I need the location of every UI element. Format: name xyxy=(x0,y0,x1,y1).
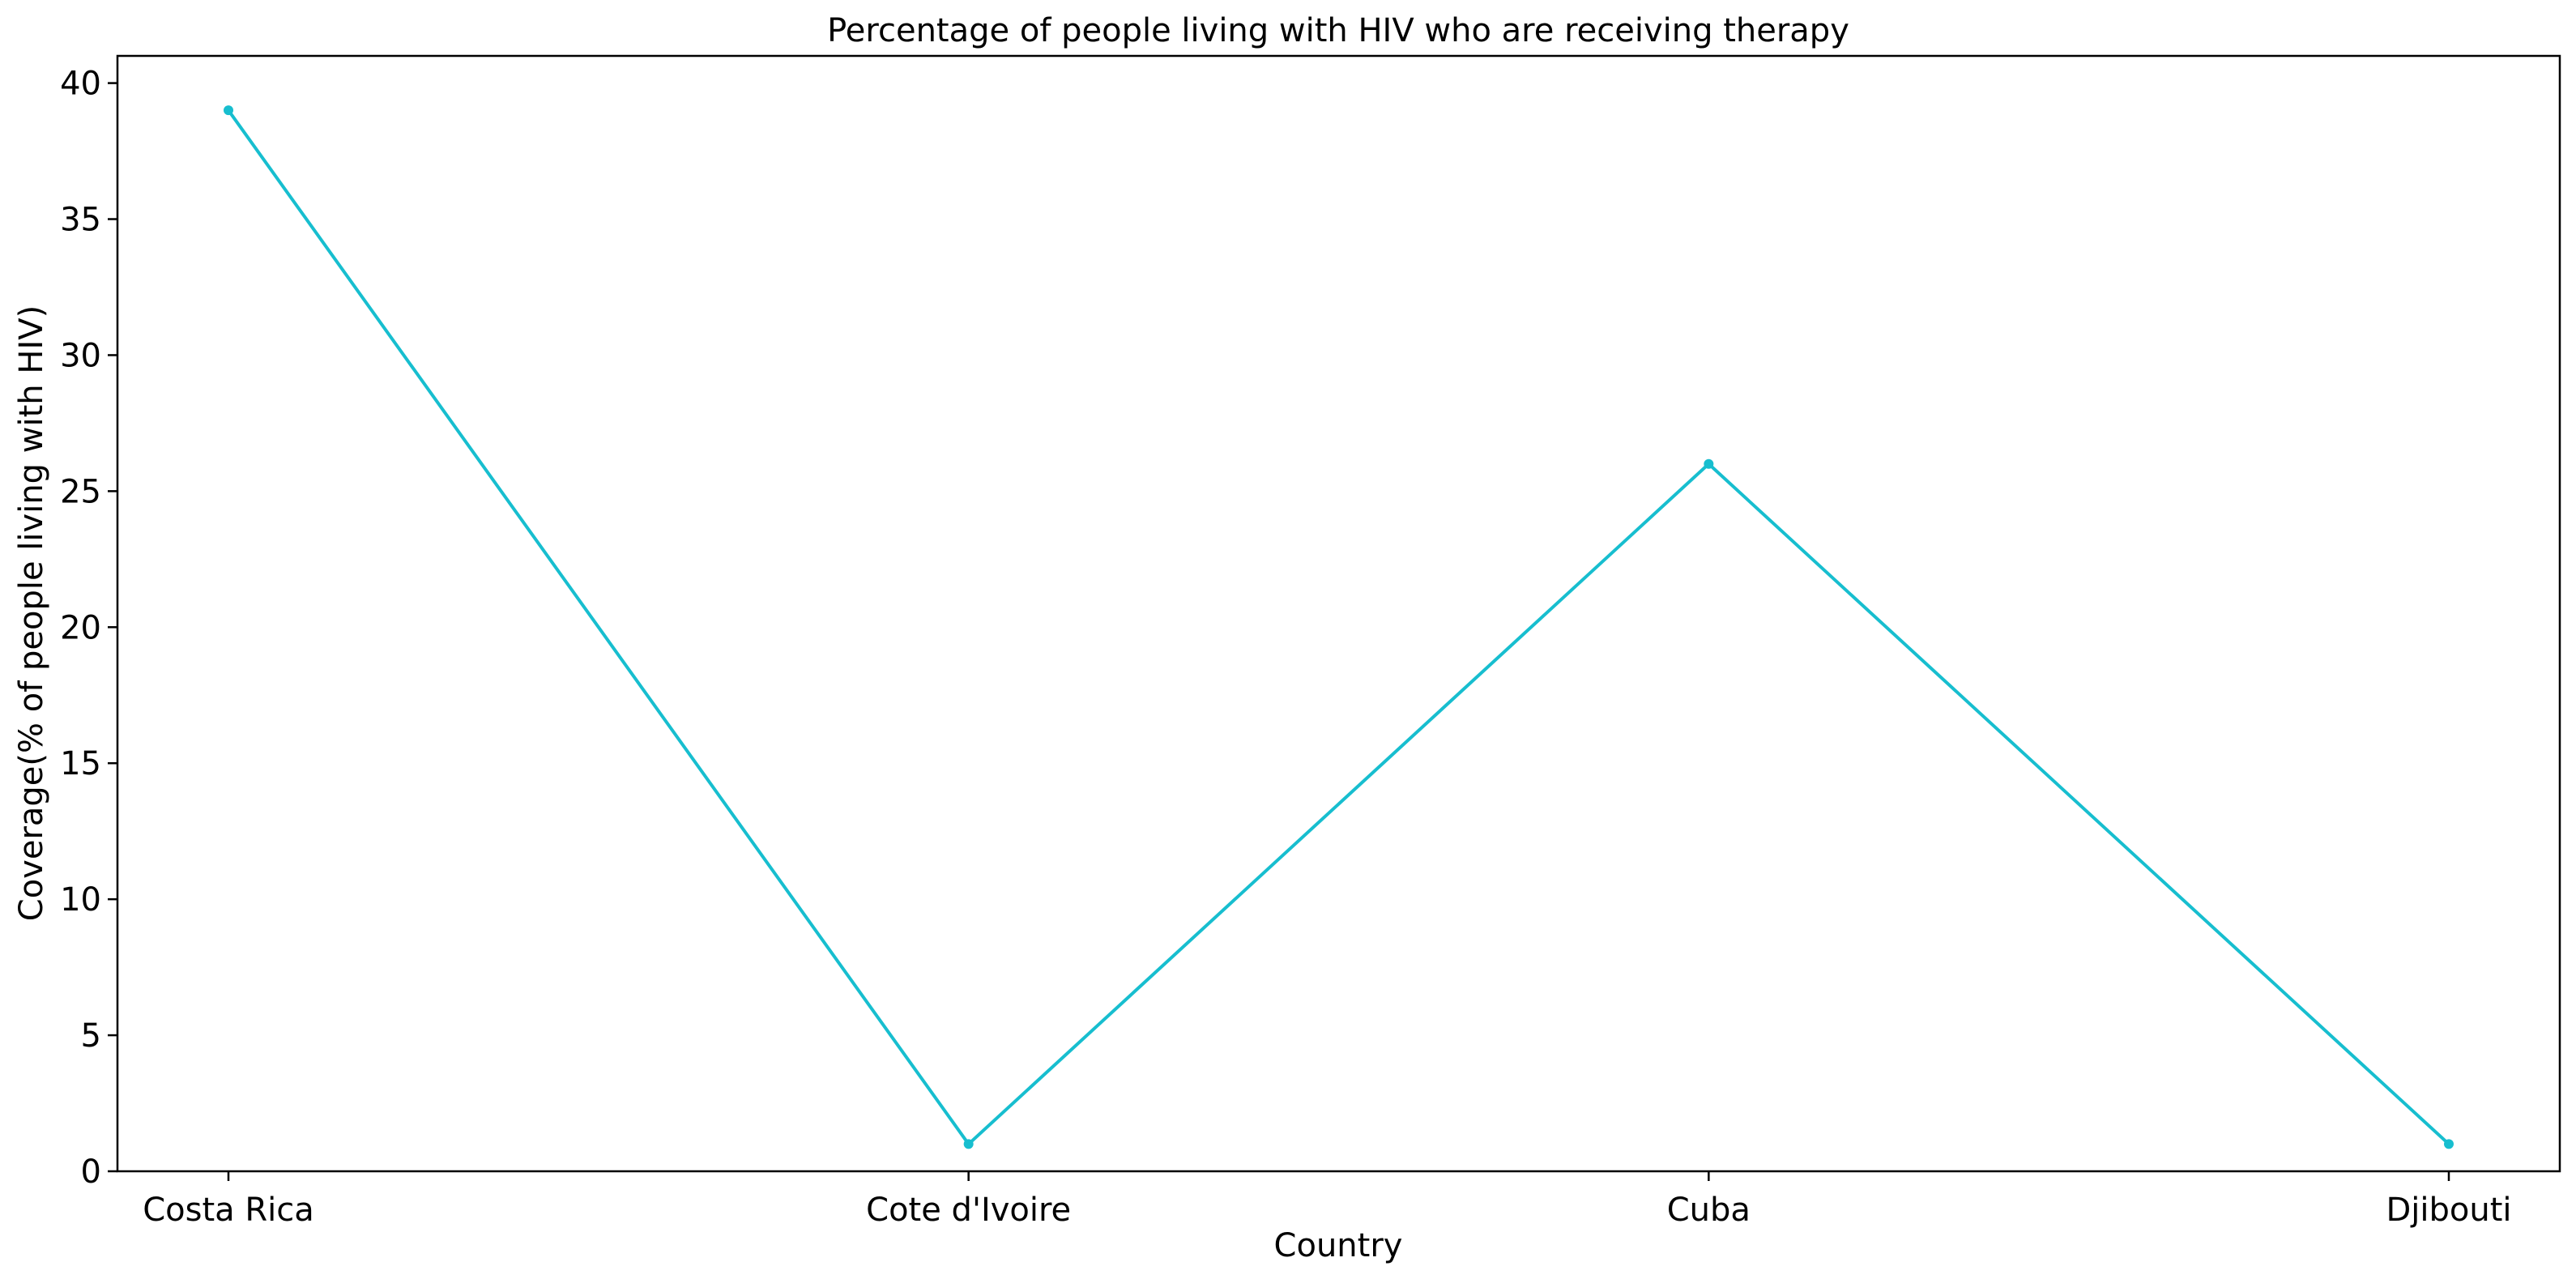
y-axis-label: Coverage(% of people living with HIV) xyxy=(13,305,50,921)
y-tick-label: 10 xyxy=(60,881,101,919)
y-tick-label: 30 xyxy=(60,337,101,374)
x-tick-label: Costa Rica xyxy=(143,1192,314,1229)
plot-area xyxy=(116,54,2561,1173)
x-tick-label: Cote d'Ivoire xyxy=(866,1192,1071,1229)
series-line xyxy=(227,109,2450,1146)
y-tick-label: 35 xyxy=(60,202,101,239)
x-axis: Costa Rica Cote d'Ivoire Cuba Djibouti xyxy=(143,1171,2512,1229)
y-tick-label: 20 xyxy=(60,609,101,646)
y-axis: 0 5 10 15 20 25 30 35 40 xyxy=(60,66,117,1191)
y-tick-label: 40 xyxy=(60,66,101,103)
chart-title: Percentage of people living with HIV who… xyxy=(827,12,1849,49)
data-point xyxy=(2444,1139,2454,1149)
data-point xyxy=(1704,458,1714,469)
y-tick-label: 0 xyxy=(81,1153,101,1191)
data-point xyxy=(963,1139,974,1149)
series-group xyxy=(224,105,2454,1149)
x-tick-label: Djibouti xyxy=(2386,1192,2511,1229)
data-point xyxy=(224,105,233,116)
x-axis-label: Country xyxy=(1274,1227,1403,1264)
y-tick-label: 5 xyxy=(81,1017,101,1055)
x-tick-label: Cuba xyxy=(1667,1192,1751,1229)
y-tick-label: 15 xyxy=(60,745,101,782)
y-tick-label: 25 xyxy=(60,473,101,510)
